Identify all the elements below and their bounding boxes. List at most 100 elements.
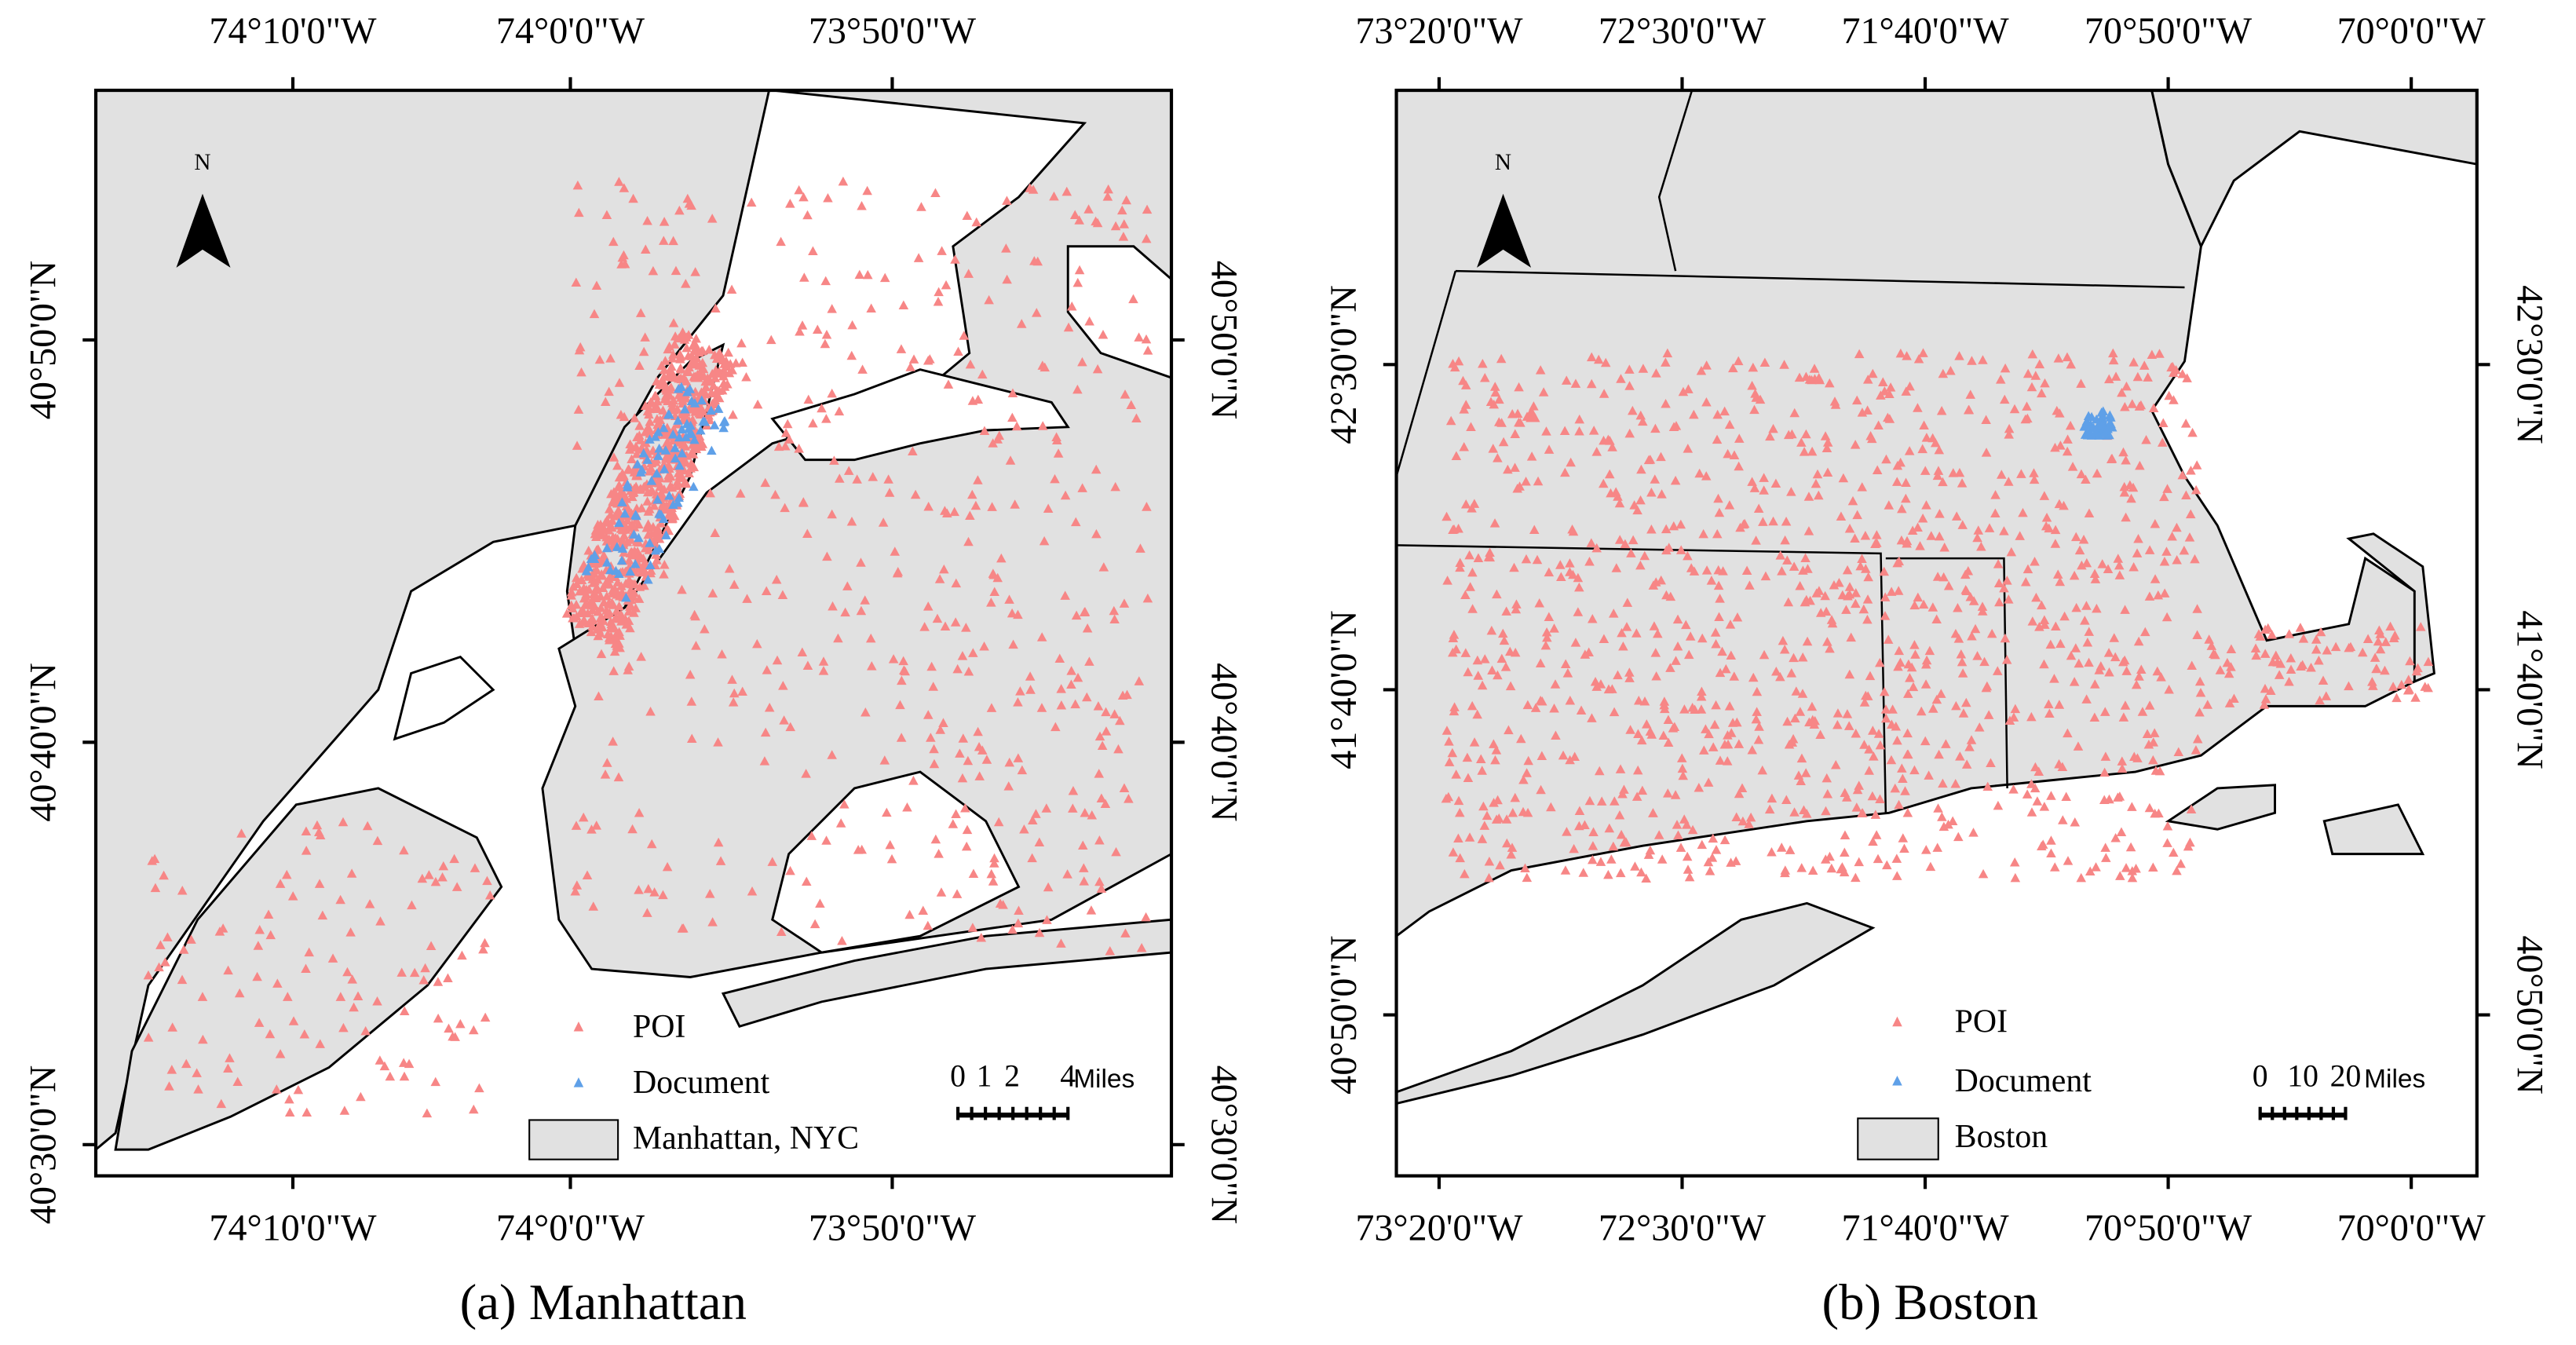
map-symbol: [2063, 728, 2073, 738]
y-tick-label: 41°40'0"N: [1323, 610, 1365, 769]
map-symbol: [177, 974, 188, 985]
map-symbol: [2284, 629, 2295, 638]
map-symbol: [602, 629, 613, 638]
map-symbol: [608, 236, 619, 247]
map-symbol: [675, 373, 686, 382]
map-symbol: [888, 654, 899, 663]
map-symbol: [827, 388, 837, 398]
map-symbol: [672, 477, 683, 486]
map-symbol: [798, 192, 809, 202]
map-symbol: [2404, 684, 2414, 694]
map-symbol: [1656, 451, 1666, 462]
map-symbol: [631, 503, 642, 513]
map-symbol: [572, 180, 583, 190]
map-symbol: [2126, 493, 2136, 503]
map-symbol: [1590, 676, 1601, 686]
map-symbol: [779, 715, 789, 725]
map-boston: [1396, 90, 2477, 1176]
map-symbol: [1650, 474, 1661, 484]
map-symbol: [616, 487, 627, 496]
map-symbol: [1561, 375, 1572, 385]
map-symbol: [2041, 512, 2052, 522]
map-symbol: [1003, 781, 1014, 791]
map-symbol: [2081, 557, 2092, 568]
map-symbol: [1507, 409, 1518, 418]
map-symbol: [484, 890, 495, 900]
map-symbol: [2099, 795, 2110, 805]
map-symbol: [1924, 645, 1935, 656]
map-symbol: [879, 755, 890, 765]
map-symbol: [2405, 656, 2415, 666]
x-tick-label: 73°20'0"W: [1355, 1208, 1523, 1249]
map-symbol: [2179, 545, 2190, 555]
map-symbol: [1477, 766, 1487, 775]
map-symbol: [674, 205, 685, 215]
map-symbol: [1936, 689, 1946, 698]
map-symbol: [2037, 600, 2047, 610]
map-symbol: [2009, 857, 2020, 867]
map-symbol: [1559, 426, 1570, 436]
map-symbol: [1713, 580, 1724, 590]
map-symbol: [600, 579, 611, 589]
map-symbol: [1478, 801, 1489, 811]
map-symbol: [1727, 718, 1738, 727]
scale-label: 0: [2253, 1058, 2268, 1093]
map-symbol: [2039, 615, 2050, 625]
map-symbol: [1102, 192, 1113, 201]
map-symbol: [1981, 682, 1992, 693]
map-symbol: [957, 773, 968, 783]
map-symbol: [1120, 928, 1131, 937]
map-symbol: [1491, 745, 1502, 755]
map-symbol: [1921, 500, 1931, 510]
map-symbol: [1650, 577, 1661, 587]
map-symbol: [1614, 810, 1625, 820]
map-symbol: [1617, 627, 1627, 638]
map-symbol: [1646, 487, 1657, 497]
map-symbol: [1779, 644, 1790, 654]
map-symbol: [1679, 814, 1690, 824]
map-symbol: [968, 648, 978, 657]
map-symbol: [1599, 634, 1610, 644]
map-symbol: [1801, 429, 1811, 439]
map-symbol: [2184, 532, 2195, 542]
map-symbol: [1876, 390, 1886, 400]
map-symbol: [1591, 682, 1602, 691]
map-symbol: [726, 284, 737, 294]
map-symbol: [1050, 473, 1060, 484]
map-symbol: [1586, 538, 1597, 547]
map-symbol: [1555, 560, 1566, 569]
map-symbol: [1683, 444, 1694, 453]
map-symbol: [281, 869, 292, 879]
scale-label: 20: [2330, 1058, 2362, 1093]
map-symbol: [2210, 649, 2220, 660]
map-symbol: [1958, 708, 1969, 718]
map-symbol: [919, 622, 930, 631]
map-symbol: [1505, 681, 1516, 691]
map-symbol: [1070, 517, 1081, 527]
map-symbol: [2032, 796, 2043, 806]
map-symbol: [2144, 591, 2155, 601]
map-symbol: [706, 388, 717, 397]
map-symbol: [1489, 399, 1500, 409]
map-symbol: [2037, 388, 2047, 398]
map-symbol: [616, 555, 627, 565]
map-symbol: [684, 468, 694, 478]
map-symbol: [216, 1098, 227, 1109]
map-symbol: [1717, 646, 1727, 656]
map-symbol: [1596, 796, 1607, 806]
map-symbol: [438, 861, 449, 871]
map-symbol: [2195, 687, 2206, 697]
map-manhattan: [96, 90, 1171, 1176]
map-symbol: [2128, 357, 2139, 367]
map-symbol: [1522, 872, 1533, 883]
map-symbol: [1487, 665, 1497, 675]
map-symbol: [2076, 378, 2086, 388]
map-symbol: [580, 599, 590, 609]
map-symbol: [1122, 689, 1132, 700]
map-symbol: [1043, 503, 1054, 513]
map-symbol: [1880, 713, 1891, 723]
map-symbol: [834, 406, 845, 416]
map-symbol: [1744, 819, 1754, 828]
map-symbol: [163, 932, 173, 941]
map-symbol: [1970, 623, 1981, 634]
